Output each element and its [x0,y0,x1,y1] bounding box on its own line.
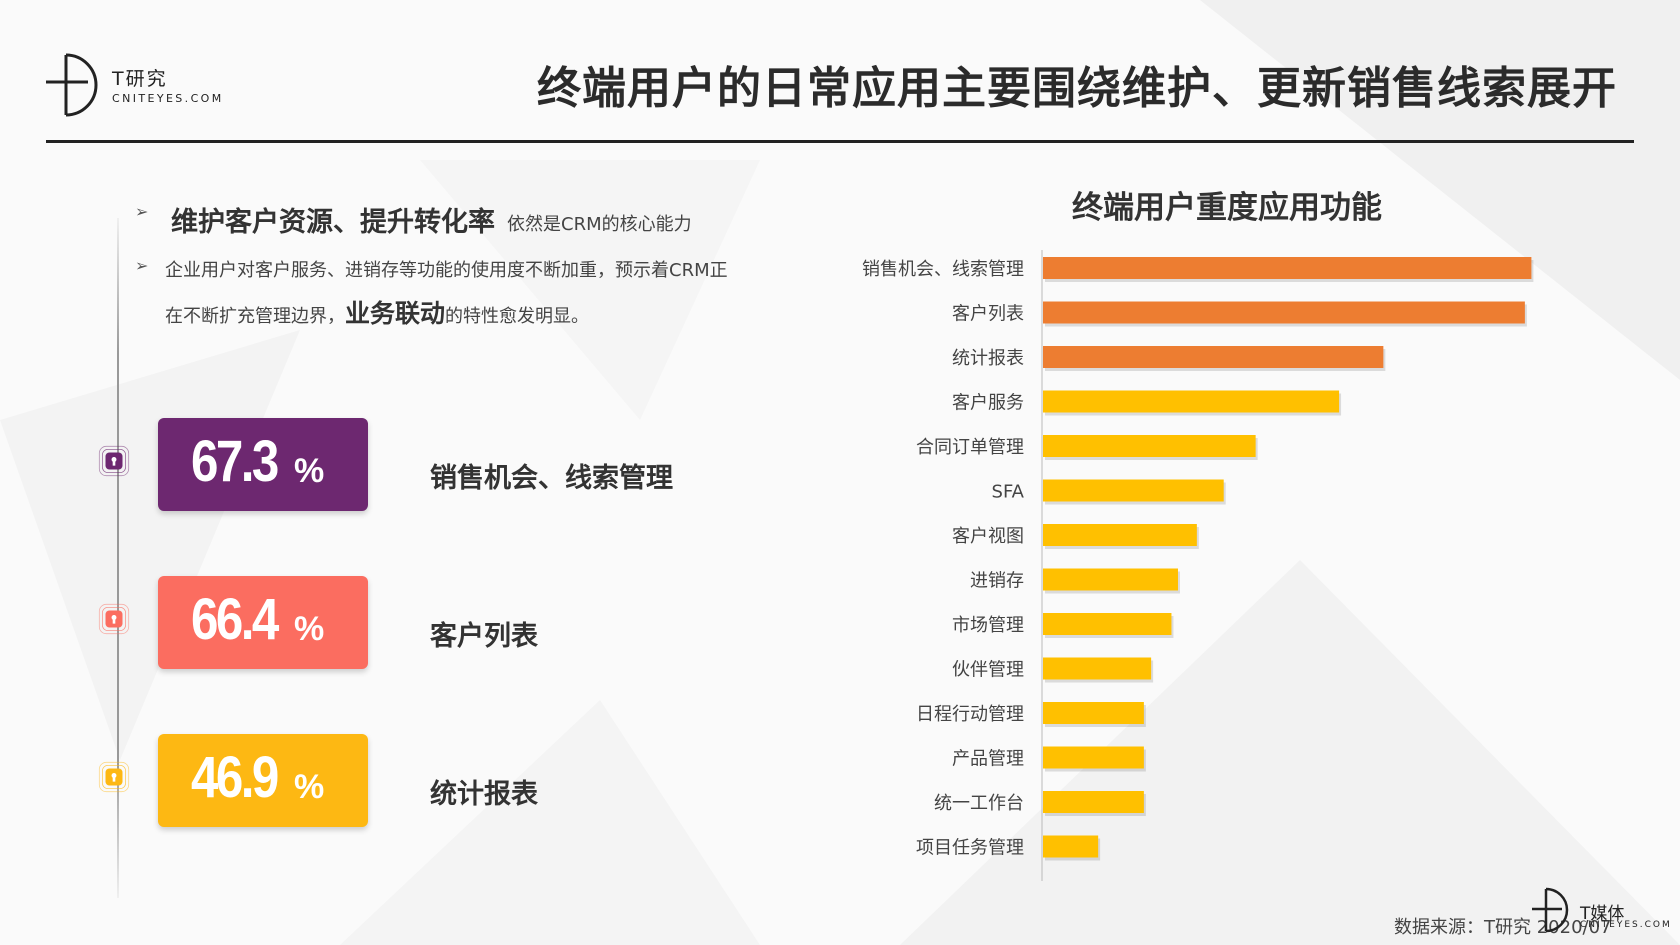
bar-3 [1043,346,1384,368]
stat-box-1: 67.3% [158,418,368,511]
stat-label: 客户列表 [430,621,538,652]
bullet-text-line1: 企业用户对客户服务、进销存等功能的使用度不断加重，预示着CRM正 [165,260,728,281]
footer-brand-en: CNITEYES.COM [1580,920,1672,930]
timeline-marker-1 [98,445,130,477]
category-label: 客户服务 [952,393,1024,414]
t-media-logo-icon [1532,887,1569,933]
timeline-line [117,218,119,898]
category-label: 项目任务管理 [916,838,1024,859]
stat-value: 67.3 [191,429,279,494]
category-label: 进销存 [970,571,1024,592]
bar-5 [1043,435,1256,457]
stat-value: 46.9 [191,745,279,810]
category-label: 市场管理 [952,615,1024,636]
timeline-marker-2 [98,603,130,635]
bullet-arrow-icon: ➢ [135,256,149,275]
bar-13 [1043,791,1144,813]
bar-9 [1043,613,1172,635]
bar-11 [1043,702,1144,724]
bar-10 [1043,657,1152,680]
stat-unit: % [294,452,325,490]
bar-1 [1043,257,1532,279]
stat-label: 统计报表 [430,779,538,810]
chart-title: 终端用户重度应用功能 [1072,190,1382,226]
page-title: 终端用户的日常应用主要围绕维护、更新销售线索展开 [537,63,1617,114]
bullet-lead-text: 维护客户资源、提升转化率 [171,207,495,238]
bullet-arrow-icon: ➢ [135,202,149,221]
footer-brand-logo: T媒体 CNITEYES.COM [1530,885,1680,940]
category-label: 客户视图 [952,526,1024,547]
footer-brand-cn: T媒体 [1580,904,1625,924]
stat-value: 66.4 [191,587,279,652]
category-label: 统计报表 [952,348,1024,369]
stat-label: 销售机会、线索管理 [430,463,673,494]
bullet-text-line2: 在不断扩充管理边界，业务联动的特性愈发明显。 [165,294,589,330]
t-logo-icon [46,53,98,117]
data-source: 数据来源：T研究 2020/07 [1394,917,1612,938]
stat-box-3: 46.9% [158,734,368,827]
category-label: 伙伴管理 [952,660,1024,681]
bullet-tail-text: 依然是CRM的核心能力 [507,214,692,235]
logo-name-en: CNITEYES.COM [112,92,224,105]
stat-unit: % [294,768,325,806]
category-label: 合同订单管理 [916,437,1024,458]
bar-12 [1043,746,1144,769]
category-label: 日程行动管理 [916,704,1024,725]
bar-8 [1043,568,1178,591]
category-label: 销售机会、线索管理 [862,259,1024,280]
category-label: 产品管理 [952,749,1024,770]
bar-4 [1043,390,1340,413]
line2-prefix: 在不断扩充管理边界， [165,306,345,327]
category-label: 统一工作台 [934,793,1024,814]
brand-logo: T研究 CNITEYES.COM [44,52,234,122]
timeline-marker-3 [98,761,130,793]
bar-7 [1043,524,1197,546]
category-label: 客户列表 [952,304,1024,325]
stat-unit: % [294,610,325,648]
stat-box-2: 66.4% [158,576,368,669]
logo-name-cn: T研究 [112,68,168,90]
category-label: SFA [992,482,1025,503]
bar-6 [1043,479,1224,502]
line2-suffix: 的特性愈发明显。 [445,306,590,327]
header-divider [46,140,1634,143]
line2-emphasis: 业务联动 [345,299,446,328]
bar-2 [1043,301,1525,324]
bar-14 [1043,835,1099,858]
